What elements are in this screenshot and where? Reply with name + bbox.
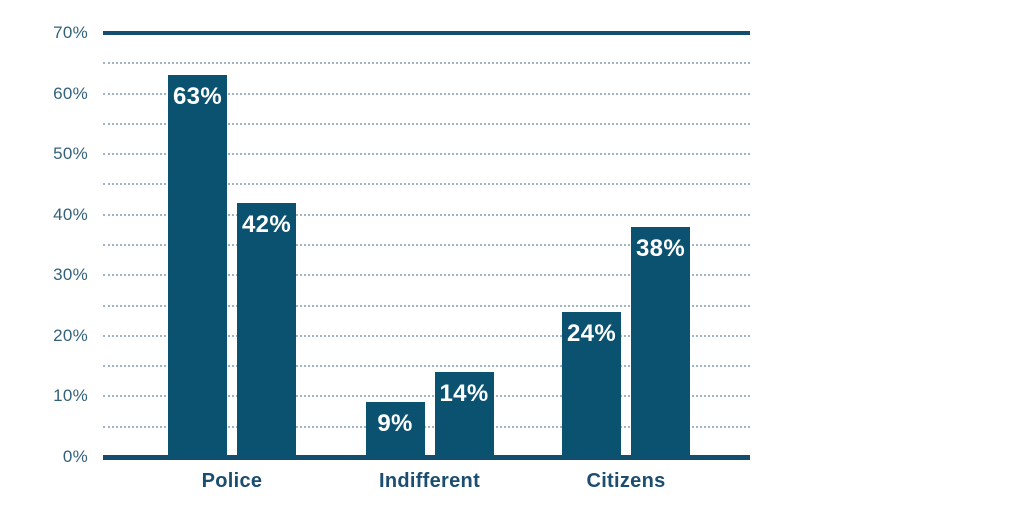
y-tick-label-50pct: 50% <box>53 144 88 164</box>
top-boundary-line <box>103 31 750 35</box>
gridline-45pct <box>103 183 750 186</box>
gridline-30pct <box>103 274 750 277</box>
category-label-police: Police <box>201 470 263 492</box>
gridline-35pct <box>103 244 750 246</box>
bar-value-label: 63% <box>173 83 222 111</box>
y-tick-label-0pct: 0% <box>62 447 88 466</box>
category-label-indifferent: Indifferent <box>378 470 481 492</box>
bar-indifferent-left-bar: 9% <box>365 402 425 457</box>
y-tick-label-20pct: 20% <box>53 325 88 345</box>
bar-value-label: 24% <box>567 319 616 347</box>
bar-value-label: 38% <box>636 234 685 262</box>
gridline-20pct <box>103 334 750 337</box>
y-tick-label-40pct: 40% <box>53 204 88 224</box>
x-axis-line <box>103 455 750 460</box>
y-tick-label-10pct: 10% <box>53 386 88 406</box>
gridline-15pct <box>103 365 750 368</box>
bar-police-right-bar: 42% <box>237 202 296 457</box>
bar-citizens-left-bar: 24% <box>562 311 621 457</box>
gridline-40pct <box>103 213 750 216</box>
gridline-5pct <box>103 425 750 428</box>
gridline-65pct <box>103 62 750 65</box>
gridline-55pct <box>103 122 750 125</box>
bar-value-label: 14% <box>439 380 489 408</box>
gridline-60pct <box>103 92 750 95</box>
bar-police-left-bar: 63% <box>168 75 227 457</box>
gridline-10pct <box>103 395 750 398</box>
gridline-50pct <box>103 153 750 156</box>
bar-indifferent-right-bar: 14% <box>434 372 494 457</box>
y-tick-label-70pct: 70% <box>53 23 88 42</box>
gridline-25pct <box>103 304 750 307</box>
category-label-citizens: Citizens <box>586 470 666 492</box>
bar-value-label: 9% <box>377 410 413 438</box>
y-tick-label-30pct: 30% <box>53 265 88 285</box>
bar-value-label: 42% <box>242 210 291 238</box>
y-tick-label-60pct: 60% <box>53 83 88 103</box>
bar-citizens-right-bar: 38% <box>631 226 690 457</box>
